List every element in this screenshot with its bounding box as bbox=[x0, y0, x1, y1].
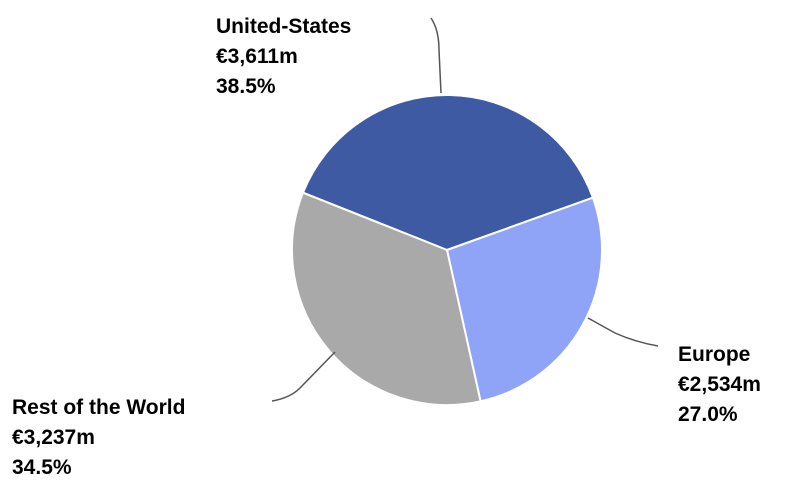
label-rest-of-the-world: Rest of the World €3,237m 34.5% bbox=[12, 393, 185, 483]
label-europe: Europe €2,534m 27.0% bbox=[678, 340, 761, 430]
leader-line-europe bbox=[587, 317, 659, 347]
label-rest-of-the-world-value: €3,237m bbox=[12, 426, 95, 449]
label-united-states-value: €3,611m bbox=[216, 45, 298, 68]
label-united-states: United-States €3,611m 38.5% bbox=[216, 12, 351, 102]
leader-line-united-states bbox=[430, 17, 442, 94]
pie-slice-united-states bbox=[301, 94, 595, 252]
label-united-states-name: United-States bbox=[216, 15, 352, 38]
label-united-states-percent: 38.5% bbox=[216, 75, 276, 98]
label-europe-percent: 27.0% bbox=[678, 403, 738, 426]
leader-line-rest-of-the-world bbox=[271, 351, 336, 402]
label-europe-value: €2,534m bbox=[678, 373, 761, 396]
label-rest-of-the-world-percent: 34.5% bbox=[12, 456, 72, 479]
pie-slice-rest-of-the-world bbox=[291, 191, 482, 406]
label-rest-of-the-world-name: Rest of the World bbox=[12, 396, 186, 419]
label-europe-name: Europe bbox=[678, 343, 751, 366]
pie-slice-europe bbox=[445, 196, 603, 403]
